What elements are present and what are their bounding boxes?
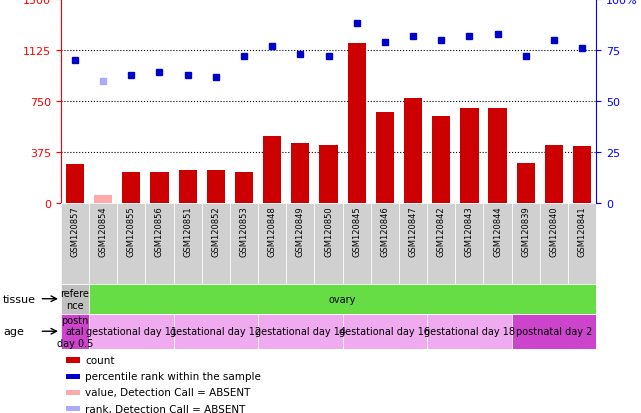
Bar (427, 314, 512, 349)
Text: gestational day 11: gestational day 11 (86, 326, 177, 337)
Bar (174, 314, 258, 349)
Text: GSM120854: GSM120854 (99, 206, 108, 256)
Text: GSM120840: GSM120840 (549, 206, 558, 256)
Text: gestational day 14: gestational day 14 (255, 326, 346, 337)
Text: GSM120847: GSM120847 (408, 206, 417, 256)
Bar (488, 109, 506, 204)
Bar (174, 204, 202, 284)
Bar (263, 137, 281, 204)
Text: GSM120842: GSM120842 (437, 206, 445, 256)
Text: GSM120857: GSM120857 (71, 206, 79, 256)
Bar (230, 204, 258, 284)
Bar (319, 145, 338, 204)
Bar (258, 204, 287, 284)
Bar (370, 204, 399, 284)
Bar (94, 195, 112, 204)
Text: GSM120848: GSM120848 (268, 206, 277, 256)
Text: gestational day 12: gestational day 12 (171, 326, 262, 337)
Text: gestational day 18: gestational day 18 (424, 326, 515, 337)
Text: percentile rank within the sample: percentile rank within the sample (85, 372, 261, 382)
Bar (66, 406, 79, 411)
Bar (61, 284, 89, 314)
Text: GSM120841: GSM120841 (578, 206, 587, 256)
Bar (151, 172, 169, 204)
Bar (206, 171, 225, 204)
Bar (432, 117, 451, 204)
Text: GSM120850: GSM120850 (324, 206, 333, 256)
Bar (517, 164, 535, 204)
Bar (512, 204, 540, 284)
Text: age: age (3, 326, 24, 337)
Bar (483, 204, 512, 284)
Text: GSM120845: GSM120845 (352, 206, 361, 256)
Text: value, Detection Call = ABSENT: value, Detection Call = ABSENT (85, 387, 251, 397)
Bar (347, 43, 366, 204)
Bar (61, 204, 89, 284)
Bar (287, 204, 315, 284)
Text: GSM120839: GSM120839 (521, 206, 530, 256)
Text: count: count (85, 356, 115, 366)
Bar (573, 147, 591, 204)
Text: GSM120856: GSM120856 (155, 206, 164, 256)
Bar (342, 314, 427, 349)
Text: GSM120852: GSM120852 (212, 206, 221, 256)
Bar (376, 113, 394, 204)
Bar (66, 164, 84, 204)
Bar (66, 389, 79, 395)
Bar (178, 171, 197, 204)
Bar (404, 99, 422, 204)
Text: postn
atal
day 0.5: postn atal day 0.5 (57, 315, 93, 348)
Bar (122, 173, 140, 204)
Bar (66, 374, 79, 380)
Bar (342, 204, 370, 284)
Bar (235, 172, 253, 204)
Bar (399, 204, 427, 284)
Bar (568, 204, 596, 284)
Bar (89, 314, 174, 349)
Bar (291, 144, 310, 204)
Text: GSM120849: GSM120849 (296, 206, 305, 256)
Bar (460, 109, 479, 204)
Text: ovary: ovary (329, 294, 356, 304)
Bar (427, 204, 455, 284)
Bar (540, 204, 568, 284)
Bar (117, 204, 146, 284)
Bar (258, 314, 342, 349)
Text: gestational day 16: gestational day 16 (339, 326, 430, 337)
Bar (66, 358, 79, 363)
Text: GSM120853: GSM120853 (240, 206, 249, 256)
Bar (202, 204, 230, 284)
Bar (455, 204, 483, 284)
Bar (545, 145, 563, 204)
Text: tissue: tissue (3, 294, 36, 304)
Text: refere
nce: refere nce (60, 288, 89, 310)
Bar (146, 204, 174, 284)
Text: GSM120844: GSM120844 (493, 206, 502, 256)
Text: rank, Detection Call = ABSENT: rank, Detection Call = ABSENT (85, 404, 246, 413)
Bar (61, 314, 89, 349)
Text: GSM120855: GSM120855 (127, 206, 136, 256)
Bar (315, 204, 342, 284)
Bar (89, 204, 117, 284)
Text: GSM120846: GSM120846 (380, 206, 389, 256)
Text: GSM120843: GSM120843 (465, 206, 474, 256)
Bar (512, 314, 596, 349)
Text: GSM120851: GSM120851 (183, 206, 192, 256)
Text: postnatal day 2: postnatal day 2 (516, 326, 592, 337)
